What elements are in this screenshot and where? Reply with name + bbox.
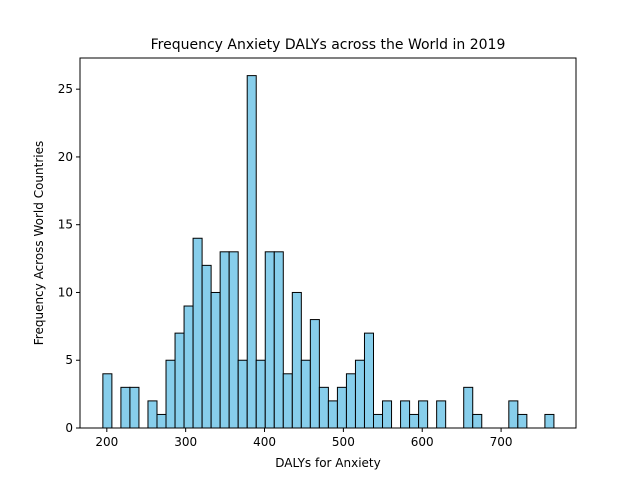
x-tick-label: 500	[332, 435, 355, 449]
histogram-bar	[210, 291, 221, 429]
histogram-bar	[102, 373, 113, 429]
histogram-bar	[120, 386, 131, 429]
histogram-bar	[327, 400, 338, 429]
histogram-bar	[336, 386, 347, 429]
histogram-bar	[246, 75, 257, 429]
histogram-bar	[436, 400, 447, 429]
chart-title: Frequency Anxiety DALYs across the World…	[151, 37, 506, 53]
x-axis-label: DALYs for Anxiety	[275, 456, 380, 470]
histogram-bar	[382, 400, 393, 429]
histogram-bar	[282, 373, 293, 429]
x-tick-label: 700	[490, 435, 513, 449]
histogram-bar	[183, 305, 194, 429]
x-tick-label: 200	[95, 435, 118, 449]
histogram-bar	[544, 413, 555, 429]
histogram-bar	[219, 251, 230, 429]
histogram-bar	[129, 386, 140, 429]
y-tick-label: 20	[58, 150, 73, 164]
histogram-bar	[372, 413, 384, 429]
histogram-bar	[192, 237, 203, 429]
histogram-bar	[472, 413, 483, 429]
y-tick-label: 25	[58, 82, 73, 96]
y-tick-label: 15	[58, 218, 73, 232]
histogram-bar	[228, 251, 239, 429]
y-axis-label: Frequency Across World Countries	[32, 141, 46, 345]
x-axis-ticks: 200 300 400 500 600 700	[95, 428, 513, 449]
histogram-bar	[147, 400, 158, 429]
y-tick-label: 0	[65, 421, 73, 435]
x-tick-label: 400	[253, 435, 276, 449]
histogram-bar	[300, 359, 311, 429]
histogram-bar	[255, 359, 266, 429]
histogram-bar	[291, 291, 302, 429]
histogram-bar	[418, 400, 429, 429]
plot-frame	[79, 57, 577, 429]
histogram-bar	[165, 359, 176, 429]
histogram-bar	[237, 359, 248, 429]
histogram-bar	[363, 332, 374, 429]
histogram-bar	[309, 319, 320, 429]
histogram-bar	[508, 400, 519, 429]
x-tick-label: 600	[411, 435, 434, 449]
y-tick-label: 5	[65, 353, 73, 367]
histogram-bar	[517, 413, 528, 429]
histogram-bar	[264, 251, 275, 429]
histogram-bar	[345, 373, 356, 429]
histogram-bar	[409, 413, 420, 429]
y-tick-label: 10	[58, 285, 73, 299]
x-tick-label: 300	[174, 435, 197, 449]
histogram-bar	[201, 264, 212, 429]
y-axis-ticks: 0 5 10 15 20 25	[58, 82, 80, 435]
histogram-bar	[273, 251, 284, 429]
histogram-bar	[400, 400, 411, 429]
histogram-bar	[156, 413, 167, 429]
histogram-bar	[174, 332, 185, 429]
histogram-bar	[463, 386, 474, 429]
bars-group	[102, 75, 555, 429]
histogram-bar	[354, 359, 365, 429]
histogram-bar	[318, 386, 329, 429]
